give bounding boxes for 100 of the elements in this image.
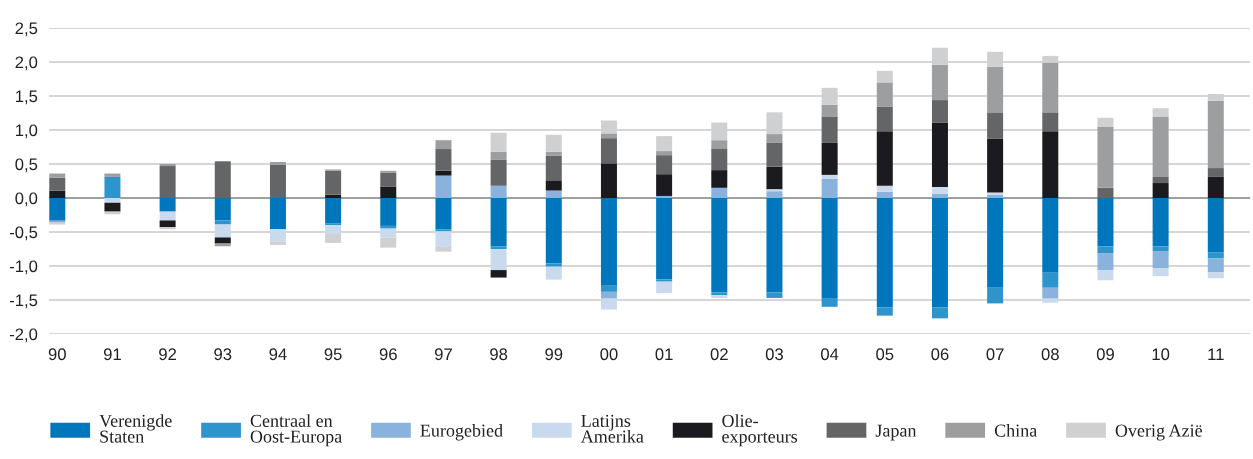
bar	[380, 237, 397, 248]
bar	[545, 180, 562, 191]
bar	[159, 164, 176, 167]
bar	[656, 279, 673, 282]
bar	[931, 187, 948, 194]
bar	[490, 132, 507, 152]
bar	[1097, 246, 1114, 254]
bar	[1152, 108, 1169, 117]
bar	[545, 263, 562, 267]
bar	[600, 198, 617, 286]
bar	[876, 185, 893, 192]
bar	[1152, 268, 1169, 277]
bar	[600, 285, 617, 292]
bar	[766, 166, 783, 190]
bar	[1097, 187, 1114, 198]
bar	[656, 281, 673, 294]
bar	[821, 104, 838, 117]
x-tick-label: 97	[434, 348, 452, 361]
bar	[656, 151, 673, 156]
bar	[1207, 272, 1224, 279]
x-tick-label: 11	[1208, 348, 1224, 360]
bar	[1042, 287, 1059, 299]
bar	[931, 100, 948, 123]
bar	[214, 224, 231, 238]
bar	[1152, 251, 1169, 269]
y-tick-label: -1,0	[9, 260, 38, 275]
bar	[656, 136, 673, 152]
bar	[435, 170, 452, 176]
x-tick-label: 07	[986, 348, 1004, 361]
bar	[1097, 198, 1114, 247]
bar	[931, 193, 948, 198]
bar	[104, 176, 121, 198]
bar	[1042, 198, 1059, 273]
bar	[711, 198, 728, 293]
bar	[1207, 258, 1224, 273]
bar	[931, 198, 948, 308]
legend-label: Overig Azië	[1115, 424, 1202, 441]
bar	[159, 220, 176, 228]
bar	[821, 116, 838, 143]
y-tick-label: -0,5	[9, 226, 38, 241]
bar	[876, 307, 893, 316]
legend-label: Centraal en Oost-Europa	[250, 414, 342, 447]
bar	[104, 198, 121, 203]
bar	[821, 174, 838, 179]
bar	[325, 198, 342, 224]
y-tick-label: 1,0	[15, 124, 38, 139]
x-tick-label: 10	[1152, 348, 1170, 361]
bar	[159, 198, 176, 212]
bar	[214, 161, 231, 198]
x-tick-label: 94	[269, 348, 287, 361]
bar	[766, 142, 783, 167]
bar	[325, 225, 342, 235]
bar	[49, 177, 66, 191]
x-tick-label: 01	[655, 348, 673, 361]
bar	[600, 133, 617, 139]
bar	[269, 161, 286, 165]
bar	[325, 223, 342, 226]
legend-label: China	[994, 424, 1037, 437]
bar	[1097, 270, 1114, 281]
legend-label: Japan	[875, 424, 917, 441]
bar	[766, 292, 783, 298]
x-tick-label: 05	[876, 348, 894, 361]
bar	[656, 198, 673, 280]
bar	[656, 195, 673, 198]
bar	[711, 170, 728, 188]
bar	[435, 198, 452, 230]
bar	[766, 198, 783, 293]
bar	[821, 142, 838, 175]
bar	[490, 246, 507, 249]
x-tick-label: 08	[1041, 348, 1059, 361]
bar	[159, 166, 176, 198]
bar	[656, 174, 673, 196]
x-tick-label: 91	[103, 348, 121, 361]
bar	[987, 66, 1004, 113]
bar	[545, 134, 562, 152]
bar	[1207, 252, 1224, 259]
bar	[987, 287, 1004, 304]
x-tick-label: 96	[379, 348, 397, 361]
y-tick-label: 0,5	[15, 158, 38, 173]
bar	[435, 231, 452, 247]
bar	[269, 164, 286, 198]
bar	[876, 106, 893, 132]
bar	[876, 198, 893, 308]
bar	[821, 298, 838, 307]
bar	[766, 189, 783, 192]
bar	[931, 64, 948, 101]
x-tick-label: 90	[48, 348, 66, 361]
bar	[545, 198, 562, 264]
bar	[490, 270, 507, 278]
bar	[545, 155, 562, 181]
bar	[380, 225, 397, 229]
x-tick-label: 02	[710, 348, 728, 361]
bar	[380, 228, 397, 238]
bar	[159, 211, 176, 221]
bar	[600, 298, 617, 310]
legend-label: Eurogebied	[420, 424, 503, 441]
legend-label: Olie- exporteurs	[722, 414, 798, 447]
bar	[490, 159, 507, 186]
bar	[876, 131, 893, 186]
y-tick-label: -2,0	[9, 328, 38, 343]
